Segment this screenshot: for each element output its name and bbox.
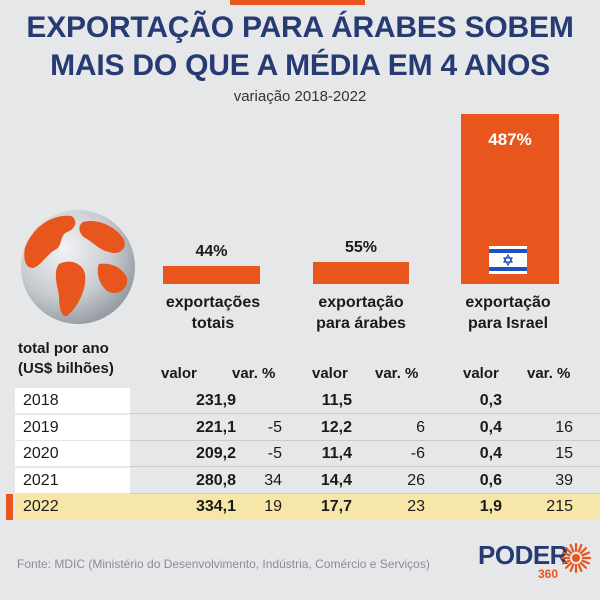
- category-label-totais: exportações totais: [133, 292, 293, 334]
- sun-ray: [569, 563, 575, 573]
- table-left-header-line: total por ano: [18, 340, 109, 357]
- row-separator: [130, 466, 600, 467]
- cell-arabes: 11,4: [321, 445, 352, 462]
- year-label: 2020: [23, 445, 59, 462]
- column-header-valor: valor: [312, 365, 348, 382]
- bar-value-label: 44%: [195, 243, 228, 261]
- column-header-valor: valor: [463, 365, 499, 382]
- cell-israel: 0,4: [479, 445, 502, 462]
- category-label-israel: exportação para Israel: [428, 292, 588, 334]
- category-label-line: totais: [191, 315, 235, 332]
- cell-israel: 0,3: [479, 392, 502, 409]
- column-header-var: var. %: [375, 365, 419, 382]
- column-header-var: var. %: [527, 365, 571, 382]
- globe-icon: [21, 210, 135, 324]
- category-label-line: exportações: [165, 294, 261, 311]
- year-label: 2019: [23, 418, 59, 436]
- cell-total: 231,9: [195, 392, 236, 409]
- category-label-line: para Israel: [467, 315, 549, 332]
- cell-total: 209,2: [195, 445, 236, 462]
- cell-israel-var: 215: [546, 498, 573, 515]
- title-line-1: EXPORTAÇÃO PARA ÁRABES SOBEM: [26, 11, 574, 44]
- category-label-arabes: exportação para árabes: [281, 292, 441, 334]
- poder360-sun-icon: [560, 542, 592, 574]
- bar-value-label: 55%: [344, 239, 378, 256]
- cell-total-var: -5: [267, 418, 282, 436]
- category-label-line: exportação: [318, 294, 404, 311]
- category-label-line: exportação: [465, 294, 551, 311]
- row-separator: [130, 413, 600, 414]
- column-header-valor: valor: [161, 365, 197, 382]
- sun-ray: [579, 546, 587, 555]
- year-label: 2021: [23, 471, 59, 489]
- year-cell: [15, 414, 130, 440]
- cell-arabes: 14,4: [320, 471, 352, 489]
- sun-ray: [561, 559, 571, 565]
- cell-arabes-var: 6: [416, 418, 425, 436]
- sun-ray: [561, 551, 571, 557]
- source-note: Fonte: MDIC (Ministério do Desenvolvimen…: [17, 557, 430, 571]
- cell-israel-var: 16: [555, 418, 573, 436]
- year-label: 2018: [23, 392, 59, 409]
- cell-arabes-var: 23: [407, 498, 425, 515]
- sun-ray: [577, 543, 583, 553]
- table-row: 2020 209,2 -5 11,4 -6 0,4 15: [15, 441, 600, 467]
- row-separator: [130, 492, 600, 494]
- sun-ray: [577, 563, 583, 573]
- cell-israel: 1,9: [479, 498, 502, 515]
- cell-total-var: 19: [264, 498, 282, 515]
- logo-text: PODER: [478, 540, 568, 570]
- year-label: 2022: [23, 498, 59, 515]
- cell-arabes: 12,2: [320, 418, 352, 436]
- table-left-header: total por ano (US$ bilhões): [18, 339, 114, 379]
- sun-ray: [564, 546, 573, 555]
- logo-sub: 360: [538, 567, 559, 581]
- cell-israel: 0,4: [479, 418, 502, 436]
- cell-total: 334,1: [195, 498, 236, 515]
- sun-ray: [581, 559, 591, 565]
- cell-arabes-var: -6: [410, 445, 425, 462]
- table-row: 2018 231,9 11,5 0,3: [15, 388, 600, 414]
- category-label-line: para árabes: [316, 315, 406, 332]
- cell-total-var: 34: [264, 471, 282, 489]
- title-line-2: MAIS DO QUE A MÉDIA EM 4 ANOS: [50, 49, 550, 82]
- cell-total: 221,1: [195, 418, 236, 436]
- highlight-marker: [6, 494, 13, 520]
- israel-flag-icon: [489, 246, 527, 274]
- cell-arabes-var: 26: [407, 471, 425, 489]
- cell-arabes: 11,5: [321, 392, 352, 409]
- row-separator: [130, 439, 600, 441]
- bar-exportacoes-totais: [163, 266, 260, 284]
- sun-ray: [581, 551, 591, 557]
- cell-israel-var: 15: [555, 445, 573, 462]
- cell-total-var: -5: [267, 445, 282, 462]
- subtitle: variação 2018-2022: [233, 88, 367, 105]
- year-cell: [15, 388, 130, 413]
- sun-ray: [564, 561, 573, 569]
- cell-israel-var: 39: [555, 471, 573, 489]
- cell-total: 280,8: [195, 471, 236, 489]
- top-accent-bar: [230, 0, 365, 5]
- sun-ray: [579, 561, 587, 569]
- bar-exportacao-arabes: [313, 262, 409, 284]
- table-row: 2021 280,8 34 14,4 26 0,6 39: [15, 467, 600, 494]
- table-left-header-line: (US$ bilhões): [18, 360, 114, 377]
- table-row: 2019 221,1 -5 12,2 6 0,4 16: [15, 414, 600, 441]
- year-cell: [15, 441, 130, 466]
- cell-israel: 0,6: [479, 471, 502, 489]
- sun-ray: [569, 543, 575, 553]
- cell-arabes: 17,7: [320, 498, 352, 515]
- table-row: 2022 334,1 19 17,7 23 1,9 215: [6, 494, 600, 520]
- column-header-var: var. %: [232, 365, 276, 382]
- year-cell: [15, 467, 130, 493]
- bar-value-label: 487%: [488, 130, 532, 149]
